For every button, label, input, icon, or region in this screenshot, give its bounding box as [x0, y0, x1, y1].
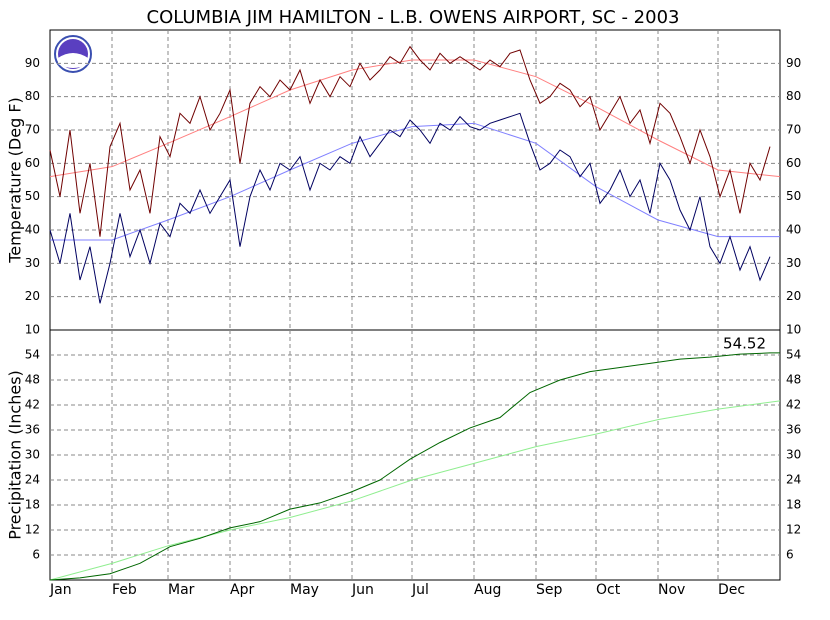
y-tick-label-right: 90	[786, 56, 801, 70]
y-tick-label-right: 18	[786, 498, 801, 512]
y-tick-label-right: 20	[786, 289, 801, 303]
y-tick-label-right: 48	[786, 373, 801, 387]
y-tick-label-right: 54	[786, 348, 801, 362]
y-tick-label: 90	[25, 56, 40, 70]
y-tick-label: 48	[25, 373, 40, 387]
y-tick-label-right: 36	[786, 423, 801, 437]
y-tick-label: 60	[25, 156, 40, 170]
data-line	[50, 122, 780, 241]
x-tick-label: May	[290, 582, 319, 598]
y-tick-label: 42	[25, 398, 40, 412]
y-axis-label: Temperature (Deg F)	[6, 97, 25, 264]
y-tick-label: 10	[25, 323, 40, 337]
noaa-logo	[54, 35, 92, 73]
y-tick-label: 54	[25, 348, 40, 362]
y-tick-label-right: 42	[786, 398, 801, 412]
x-tick-label: Nov	[658, 582, 685, 598]
y-tick-label: 50	[25, 189, 40, 203]
x-tick-label: Feb	[112, 582, 137, 598]
x-tick-label: Jun	[351, 582, 374, 598]
y-tick-label-right: 30	[786, 256, 801, 270]
y-tick-label-right: 70	[786, 123, 801, 137]
annotation: 54.52	[723, 334, 766, 352]
x-tick-label: Jan	[49, 582, 72, 598]
y-tick-label-right: 24	[786, 473, 801, 487]
y-tick-label-right: 80	[786, 89, 801, 103]
data-line	[49, 59, 781, 178]
x-tick-label: Dec	[718, 582, 745, 598]
x-tick-label: Mar	[168, 582, 195, 598]
y-tick-label-right: 30	[786, 448, 801, 462]
y-tick-label: 18	[25, 498, 40, 512]
x-tick-label: Apr	[230, 582, 254, 598]
data-line	[49, 112, 771, 304]
y-tick-label-right: 40	[786, 223, 801, 237]
y-axis-label: Precipitation (Inches)	[6, 370, 25, 540]
y-tick-label: 30	[25, 448, 40, 462]
y-tick-label-right: 12	[786, 523, 801, 537]
x-tick-label: Aug	[474, 582, 501, 598]
y-tick-label-right: 6	[786, 548, 794, 562]
y-tick-label: 24	[25, 473, 40, 487]
data-line	[49, 352, 781, 581]
y-tick-label: 12	[25, 523, 40, 537]
y-tick-label: 80	[25, 89, 40, 103]
y-tick-label: 20	[25, 289, 40, 303]
x-tick-label: Jul	[411, 582, 429, 598]
y-tick-label: 70	[25, 123, 40, 137]
y-tick-label: 30	[25, 256, 40, 270]
y-tick-label: 36	[25, 423, 40, 437]
data-line	[49, 400, 781, 581]
y-tick-label-right: 50	[786, 189, 801, 203]
y-tick-label: 6	[32, 548, 40, 562]
x-tick-label: Oct	[596, 582, 621, 598]
y-tick-label: 40	[25, 223, 40, 237]
y-tick-label-right: 10	[786, 323, 801, 337]
y-tick-label-right: 60	[786, 156, 801, 170]
data-line	[49, 45, 771, 237]
chart-title: COLUMBIA JIM HAMILTON - L.B. OWENS AIRPO…	[147, 7, 680, 28]
x-tick-label: Sep	[536, 582, 563, 598]
